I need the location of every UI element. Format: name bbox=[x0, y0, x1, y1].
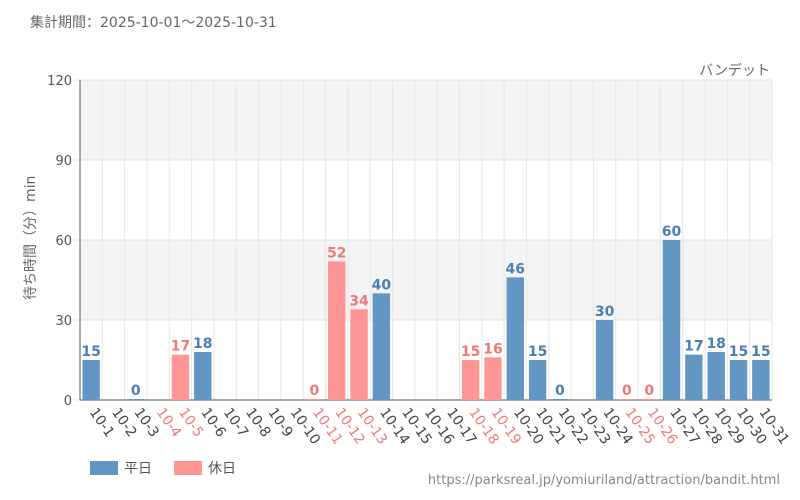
bar-value-label: 0 bbox=[131, 383, 141, 399]
legend: 平日 休日 bbox=[90, 458, 258, 478]
bar bbox=[640, 399, 658, 400]
bar bbox=[729, 360, 748, 400]
bar-value-label: 16 bbox=[483, 341, 502, 357]
legend-swatch-weekday bbox=[90, 461, 118, 475]
period-label: 集計期間：2025-10-01～2025-10-31 bbox=[30, 15, 277, 31]
y-tick-label: 30 bbox=[55, 314, 72, 329]
bar-value-label: 15 bbox=[461, 344, 480, 360]
bar bbox=[707, 352, 725, 400]
y-tick-label: 60 bbox=[55, 234, 72, 249]
bar-value-label: 15 bbox=[751, 344, 770, 360]
plot-band bbox=[80, 160, 772, 240]
bar-value-label: 40 bbox=[372, 277, 392, 293]
bar bbox=[328, 261, 346, 400]
bar bbox=[618, 399, 636, 400]
legend-label-holiday: 休日 bbox=[208, 461, 236, 477]
bar bbox=[506, 277, 524, 400]
bar-value-label: 15 bbox=[528, 344, 547, 360]
bar-value-label: 0 bbox=[622, 383, 632, 399]
bar-value-label: 18 bbox=[193, 336, 212, 352]
legend-item-holiday[interactable]: 休日 bbox=[174, 458, 236, 478]
bar-value-label: 30 bbox=[595, 304, 615, 320]
bar bbox=[350, 309, 368, 400]
bar-value-label: 60 bbox=[662, 224, 682, 240]
bar bbox=[305, 399, 324, 400]
bar bbox=[662, 240, 681, 400]
plot-band bbox=[80, 240, 772, 320]
bar-value-label: 17 bbox=[171, 339, 190, 355]
chart-title: バンデット bbox=[699, 63, 770, 79]
bar bbox=[551, 399, 569, 400]
y-tick-label: 120 bbox=[47, 74, 72, 89]
bar bbox=[82, 360, 100, 400]
bar bbox=[752, 360, 770, 400]
y-tick-label: 0 bbox=[64, 394, 72, 409]
bar-value-label: 0 bbox=[644, 383, 654, 399]
plot-band bbox=[80, 80, 772, 160]
bar bbox=[461, 360, 480, 400]
bar-value-label: 18 bbox=[706, 336, 725, 352]
bar-chart: 03060901201510-110-2010-310-41710-51810-… bbox=[47, 74, 792, 448]
bar-value-label: 46 bbox=[506, 261, 525, 277]
bar bbox=[372, 293, 391, 400]
bar bbox=[194, 352, 212, 400]
source-url: https://parksreal.jp/yomiuriland/attract… bbox=[427, 473, 780, 488]
bar bbox=[484, 357, 502, 400]
bar bbox=[127, 399, 145, 400]
bar bbox=[528, 360, 547, 400]
bar bbox=[595, 320, 614, 400]
bar-value-label: 17 bbox=[684, 339, 703, 355]
legend-item-weekday[interactable]: 平日 bbox=[90, 458, 152, 478]
bar-value-label: 0 bbox=[555, 383, 565, 399]
legend-swatch-holiday bbox=[174, 461, 202, 475]
bar-value-label: 0 bbox=[310, 383, 320, 399]
bar-value-label: 15 bbox=[729, 344, 748, 360]
bar-value-label: 34 bbox=[349, 293, 369, 309]
bar-value-label: 52 bbox=[327, 245, 346, 261]
bar bbox=[171, 354, 190, 400]
y-tick-label: 90 bbox=[55, 154, 72, 169]
bar-value-label: 15 bbox=[81, 344, 100, 360]
legend-label-weekday: 平日 bbox=[124, 461, 152, 477]
bar bbox=[685, 354, 703, 400]
